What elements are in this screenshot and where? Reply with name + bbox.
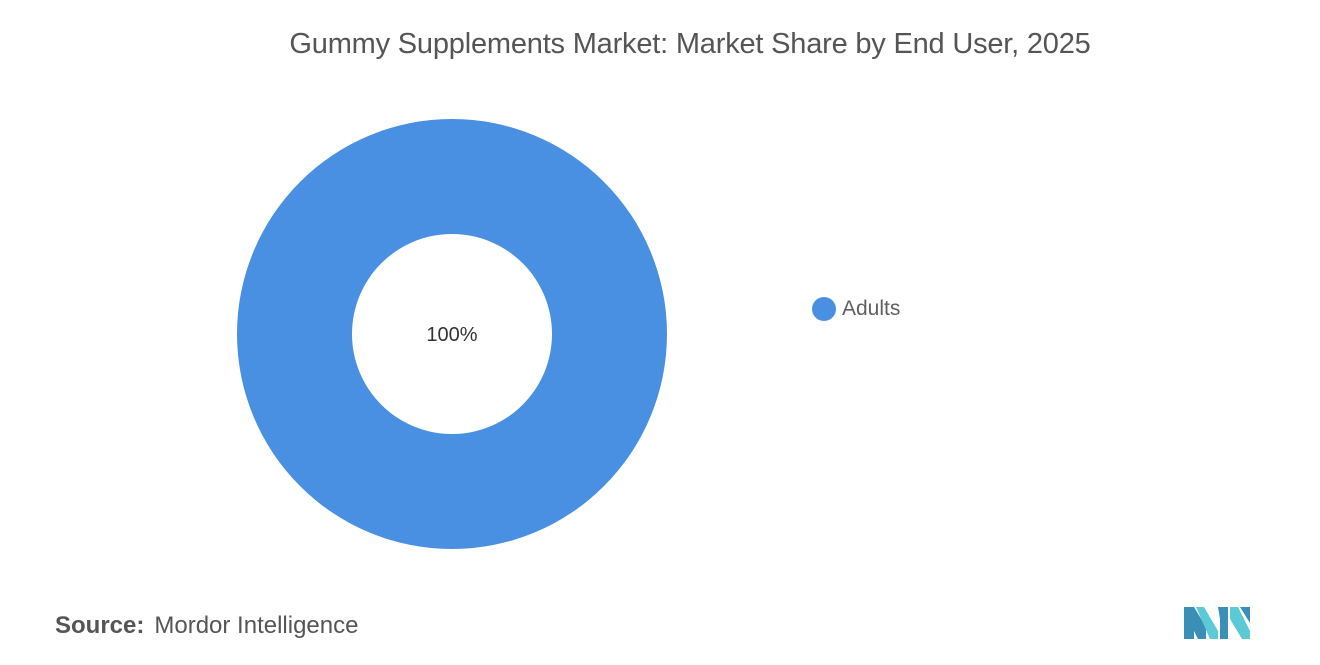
mordor-intelligence-logo-icon [1184, 607, 1250, 639]
legend-label-adults: Adults [842, 297, 901, 320]
source-label: Source: [55, 612, 145, 639]
legend: Adults [812, 297, 900, 321]
chart-title: Gummy Supplements Market: Market Share b… [289, 28, 1091, 60]
legend-swatch-adults [812, 297, 836, 321]
source-note: Source: Mordor Intelligence [55, 612, 358, 640]
source-text: Mordor Intelligence [154, 612, 359, 639]
data-label-adults: 100% [426, 324, 477, 346]
donut-slice-adults [237, 119, 667, 549]
